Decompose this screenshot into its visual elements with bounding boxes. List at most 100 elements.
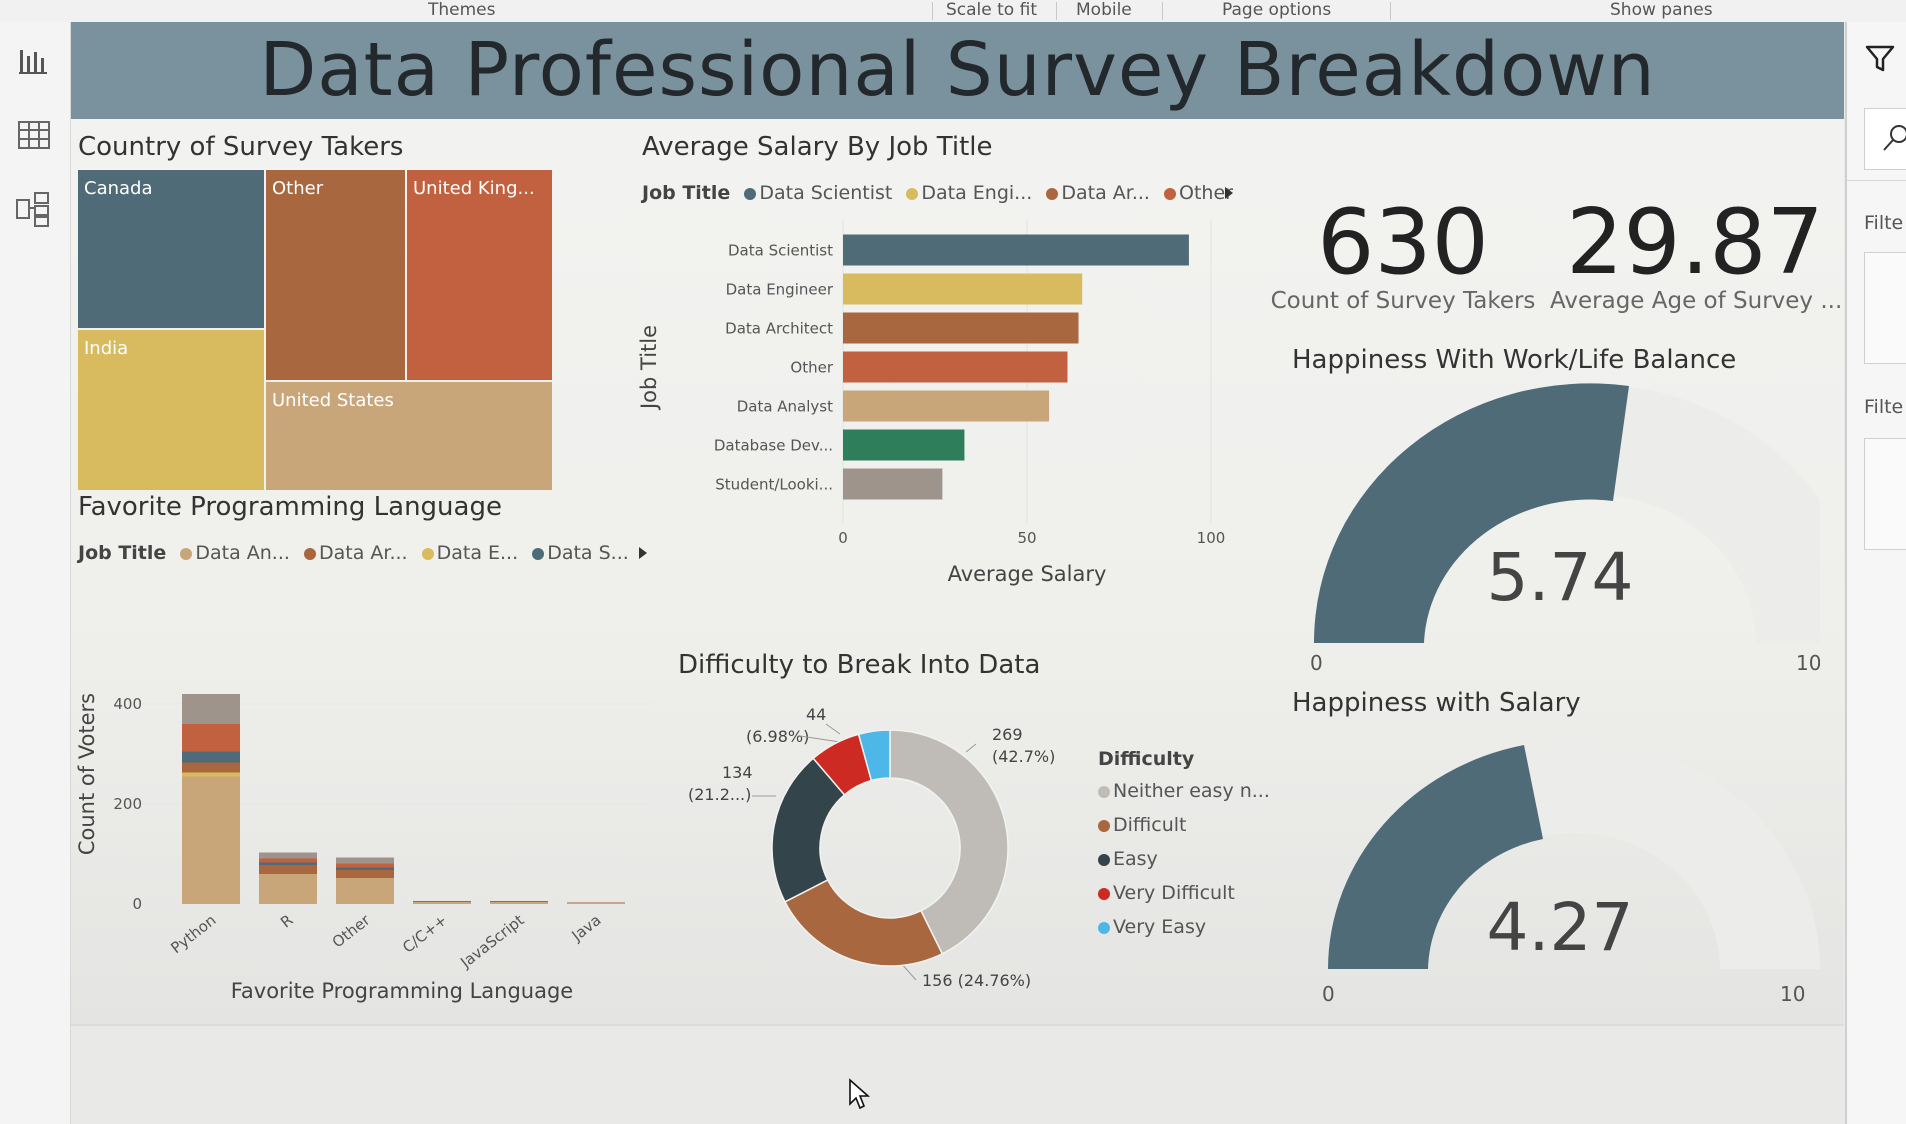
legend-next-arrow-icon[interactable] — [636, 545, 650, 561]
treemap-cell-other[interactable] — [266, 170, 405, 380]
salary-bar[interactable] — [843, 312, 1079, 344]
donut-legend: Difficulty Neither easy n... Difficult E… — [1098, 748, 1270, 950]
donut-slice[interactable] — [857, 729, 891, 782]
treemap-label: United States — [272, 390, 394, 411]
legend-item-row[interactable]: Very Difficult — [1098, 882, 1270, 904]
mobile-menu[interactable]: Mobile — [1076, 0, 1132, 20]
filter-search-box[interactable] — [1864, 108, 1906, 170]
stack-segment[interactable] — [336, 867, 394, 871]
legend-next-arrow-icon[interactable] — [1222, 185, 1236, 201]
legend-title: Job Title — [78, 542, 167, 564]
treemap-cell-canada[interactable] — [78, 170, 264, 328]
salary-legend: Job Title Data Scientist Data Engi... Da… — [642, 182, 1233, 204]
model-view-icon[interactable] — [16, 192, 50, 228]
mouse-cursor-icon — [849, 1078, 871, 1110]
treemap-cell-india[interactable] — [78, 330, 264, 490]
gauge-max: 10 — [1780, 982, 1805, 1006]
stack-segment[interactable] — [259, 874, 317, 904]
filter-card[interactable] — [1864, 252, 1906, 364]
filter-icon[interactable] — [1865, 44, 1895, 74]
stack-segment[interactable] — [182, 776, 240, 905]
legend-swatch — [1098, 853, 1110, 866]
axis-tick-label: 100 — [1197, 529, 1226, 547]
stack-segment[interactable] — [182, 762, 240, 773]
legend-swatch — [744, 187, 757, 200]
stack-segment[interactable] — [490, 902, 548, 904]
kpi-card-age: 29.87 Average Age of Survey ... — [1550, 198, 1842, 315]
pane-divider — [1847, 180, 1906, 181]
stack-segment[interactable] — [490, 901, 548, 902]
legend-item: Very Easy — [1113, 916, 1207, 938]
salary-bar[interactable] — [843, 390, 1050, 422]
salary-happiness-gauge[interactable]: 4.27 0 10 — [1300, 725, 1820, 1015]
donut-data-label: 269 — [992, 725, 1023, 744]
kpi-label: Count of Survey Takers — [1270, 288, 1536, 314]
stack-segment[interactable] — [336, 878, 394, 904]
donut-data-label: (6.98%) — [746, 727, 809, 746]
legend-item-row[interactable]: Difficult — [1098, 814, 1270, 836]
legend-item[interactable]: Data An... — [195, 542, 290, 564]
report-view-icon[interactable] — [18, 46, 50, 76]
page-options-menu[interactable]: Page options — [1222, 0, 1332, 20]
salary-bar[interactable] — [843, 468, 943, 500]
canvas-bottom-edge — [71, 1024, 1844, 1026]
legend-item[interactable]: Data Engi... — [921, 182, 1033, 204]
salary-bar[interactable] — [843, 273, 1083, 305]
scale-to-fit-menu[interactable]: Scale to fit — [946, 0, 1037, 20]
themes-menu[interactable]: Themes — [428, 0, 496, 20]
data-view-icon[interactable] — [18, 120, 50, 150]
stack-segment[interactable] — [413, 902, 471, 904]
legend-item[interactable]: Data Scientist — [759, 182, 893, 204]
donut-slice[interactable] — [889, 729, 1009, 955]
stack-segment[interactable] — [567, 902, 625, 904]
stack-segment[interactable] — [336, 870, 394, 878]
legend-item-row[interactable]: Very Easy — [1098, 916, 1270, 938]
lang-legend: Job Title Data An... Data Ar... Data E..… — [78, 542, 629, 564]
legend-swatch — [421, 547, 434, 560]
show-panes-menu[interactable]: Show panes — [1610, 0, 1713, 20]
stack-segment[interactable] — [336, 863, 394, 868]
country-treemap[interactable]: Canada Other United King... India United… — [78, 170, 552, 490]
stack-segment[interactable] — [567, 903, 625, 904]
report-title: Data Professional Survey Breakdown — [259, 27, 1656, 113]
legend-swatch — [1098, 819, 1110, 832]
stack-segment[interactable] — [182, 724, 240, 752]
axis-tick-label: 0 — [132, 895, 142, 913]
salary-bar[interactable] — [843, 351, 1068, 383]
worklife-gauge[interactable]: 5.74 0 10 — [1290, 380, 1820, 680]
legend-item-row[interactable]: Easy — [1098, 848, 1270, 870]
stack-segment[interactable] — [259, 852, 317, 859]
legend-item: Very Difficult — [1113, 882, 1235, 904]
treemap-cell-united-states[interactable] — [266, 382, 552, 490]
legend-item[interactable]: Data S... — [547, 542, 629, 564]
stack-segment[interactable] — [182, 772, 240, 777]
treemap-label: Canada — [84, 178, 153, 199]
legend-item-row[interactable]: Neither easy n... — [1098, 780, 1270, 802]
stack-segment[interactable] — [413, 901, 471, 902]
stack-segment[interactable] — [182, 694, 240, 724]
stack-segment[interactable] — [182, 751, 240, 763]
salary-bar[interactable] — [843, 234, 1189, 266]
view-switcher-rail — [0, 22, 71, 1124]
stack-segment[interactable] — [259, 858, 317, 863]
salary-bar[interactable] — [843, 429, 965, 461]
donut-title: Difficulty to Break Into Data — [678, 650, 1041, 680]
category-label: Python — [167, 911, 219, 957]
stack-segment[interactable] — [336, 857, 394, 864]
filter-card[interactable] — [1864, 438, 1906, 550]
stack-segment[interactable] — [259, 865, 317, 874]
legend-item[interactable]: Data Ar... — [1061, 182, 1150, 204]
language-stacked-bar-chart[interactable]: 0 200 400 Python R Other C/C++ JavaScript Java Fa… — [72, 600, 672, 1020]
stack-segment[interactable] — [259, 862, 317, 866]
legend-item[interactable]: Data Ar... — [318, 542, 408, 564]
difficulty-donut-chart[interactable]: 44 (6.98%) 134 (21.2...) 269 (42.7%) 156… — [680, 700, 1080, 1000]
toolbar-divider — [932, 2, 933, 20]
donut-slice[interactable] — [783, 878, 944, 967]
salary-bar-chart[interactable]: 0 50 100 Data Scientist Data Engineer Data Ar… — [636, 220, 1256, 660]
treemap-cell-united-kingdom[interactable] — [407, 170, 552, 380]
legend-item[interactable]: Data E... — [436, 542, 519, 564]
category-label: Other — [329, 910, 374, 951]
legend-item[interactable]: Other — [1179, 182, 1233, 204]
title-banner — [71, 22, 1844, 119]
gauge-min: 0 — [1310, 651, 1323, 675]
